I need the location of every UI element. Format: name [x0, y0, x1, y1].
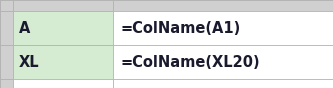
- Bar: [113, 11, 333, 45]
- Bar: [113, 45, 333, 79]
- Text: XL: XL: [19, 55, 39, 70]
- Text: A: A: [19, 21, 30, 36]
- Text: =ColName(XL20): =ColName(XL20): [121, 55, 260, 70]
- Bar: [13, 11, 113, 45]
- Bar: [113, 0, 333, 11]
- Bar: [13, 79, 113, 88]
- Bar: [0, 0, 13, 11]
- Bar: [13, 0, 113, 11]
- Bar: [113, 79, 333, 88]
- Bar: [0, 79, 13, 88]
- Text: =ColName(A1): =ColName(A1): [121, 21, 241, 36]
- Bar: [13, 45, 113, 79]
- Bar: [0, 45, 13, 79]
- Bar: [0, 11, 13, 45]
